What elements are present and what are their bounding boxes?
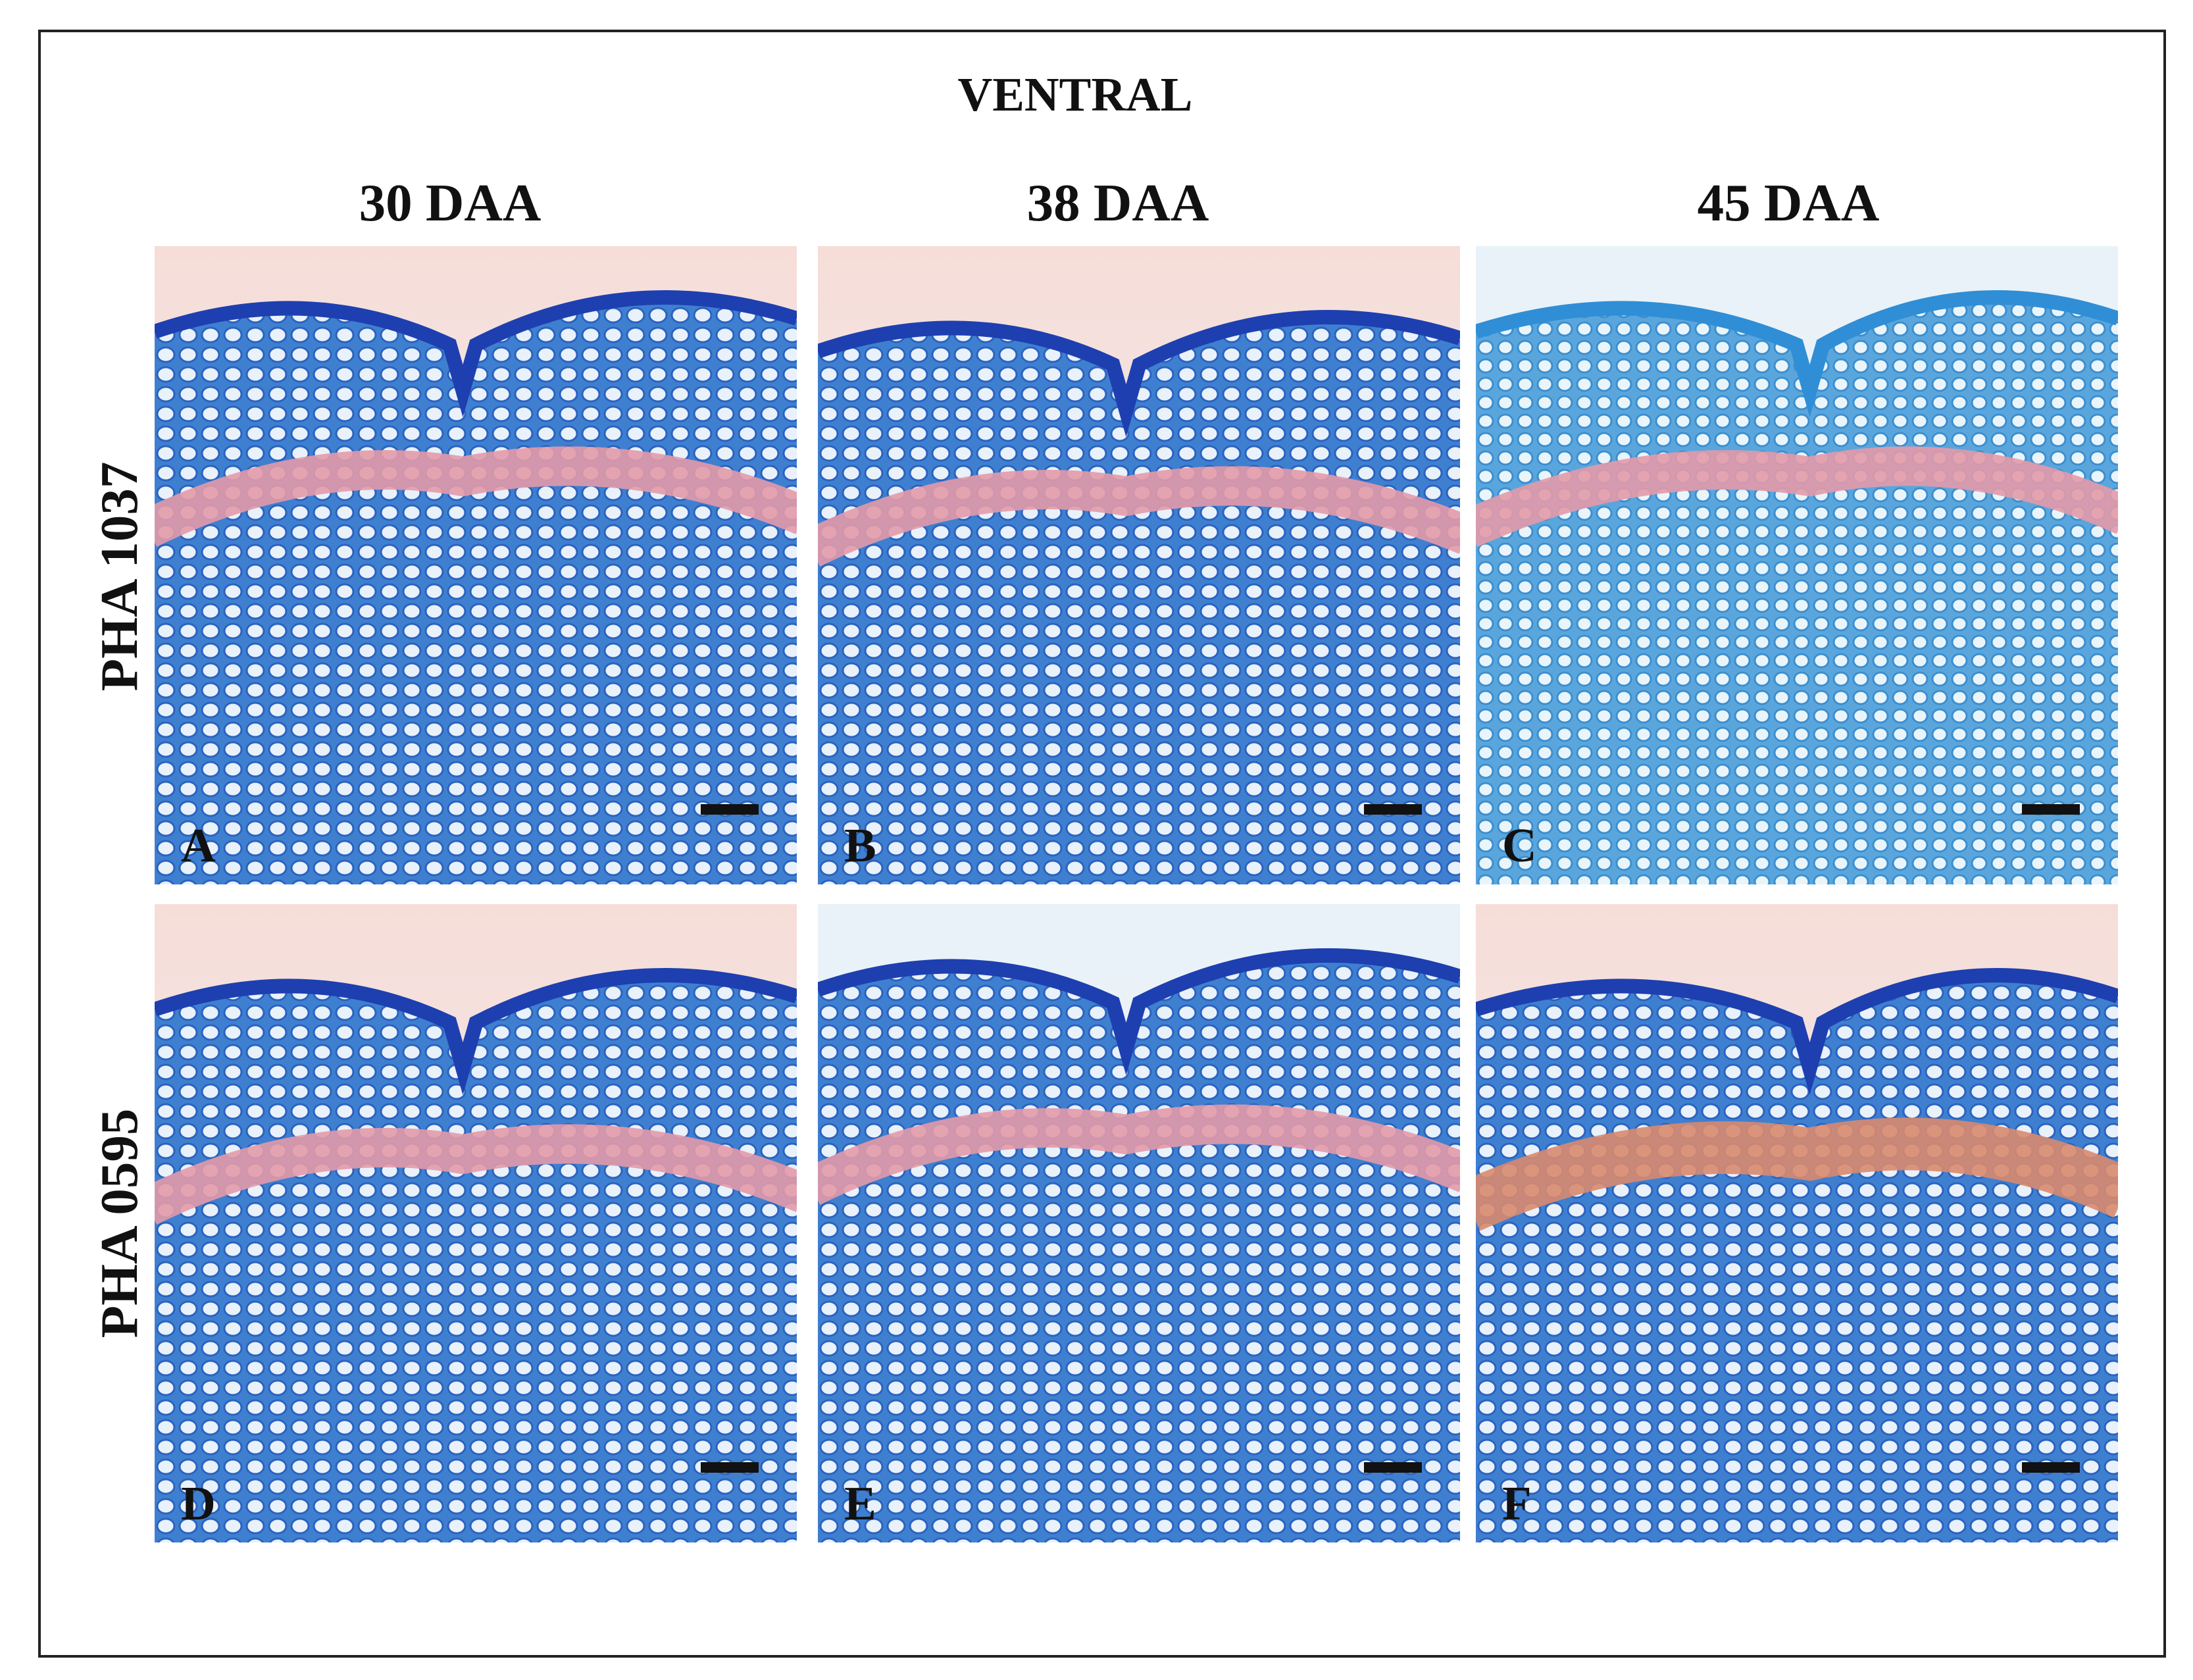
panel-image xyxy=(1476,904,2118,1542)
tissue xyxy=(1476,975,2118,1542)
tissue xyxy=(818,955,1460,1542)
scale-bar xyxy=(1364,1462,1422,1473)
scale-bar xyxy=(1364,804,1422,815)
scale-bar xyxy=(2022,804,2080,815)
panel-image xyxy=(155,246,797,884)
sclerenchyma-band xyxy=(1476,1117,2118,1231)
column-header: 38 DAA xyxy=(1027,173,1209,232)
panel-letter: C xyxy=(1502,819,1537,872)
row-label: PHA 1037 xyxy=(89,462,149,692)
epidermis xyxy=(1476,968,2118,1096)
panel-letter: B xyxy=(844,819,876,872)
tissue xyxy=(1476,297,2118,884)
sclerenchyma-band xyxy=(818,466,1460,567)
micrograph-panel: F xyxy=(1476,904,2118,1542)
panel-letter: A xyxy=(181,819,216,872)
panel-image xyxy=(155,904,797,1542)
panel-letter: D xyxy=(181,1477,216,1530)
tissue xyxy=(818,317,1460,884)
micrograph-panel: E xyxy=(818,904,1460,1542)
sclerenchyma-band xyxy=(155,446,797,547)
figure-border xyxy=(38,30,2166,1658)
micrograph-panel: A xyxy=(155,246,797,884)
column-header: 30 DAA xyxy=(359,173,542,232)
epidermis xyxy=(1476,290,2118,418)
column-header: 45 DAA xyxy=(1698,173,1880,232)
tissue xyxy=(155,297,797,884)
scale-bar xyxy=(701,1462,759,1473)
scale-bar xyxy=(2022,1462,2080,1473)
micrograph-panel: B xyxy=(818,246,1460,884)
row-label: PHA 0595 xyxy=(89,1109,149,1338)
sclerenchyma-band xyxy=(155,1124,797,1225)
figure-title: VENTRAL xyxy=(958,68,1193,121)
sclerenchyma-band xyxy=(818,1104,1460,1205)
micrograph-panel: D xyxy=(155,904,797,1542)
panel-grid: 30 DAA 38 DAA 45 DAA PHA 1037 PHA 0595 A B C D E F xyxy=(89,173,2118,1542)
sclerenchyma-band xyxy=(1476,446,2118,547)
epidermis xyxy=(155,968,797,1096)
panel-image xyxy=(818,904,1460,1542)
epidermis xyxy=(818,310,1460,438)
panel-letter: F xyxy=(1502,1477,1532,1530)
epidermis xyxy=(818,948,1460,1076)
micrograph-panel: C xyxy=(1476,246,2118,884)
scale-bar xyxy=(701,804,759,815)
panel-image xyxy=(1476,246,2118,884)
epidermis xyxy=(155,290,797,418)
tissue xyxy=(155,975,797,1542)
panel-image xyxy=(818,246,1460,884)
panel-letter: E xyxy=(844,1477,876,1530)
